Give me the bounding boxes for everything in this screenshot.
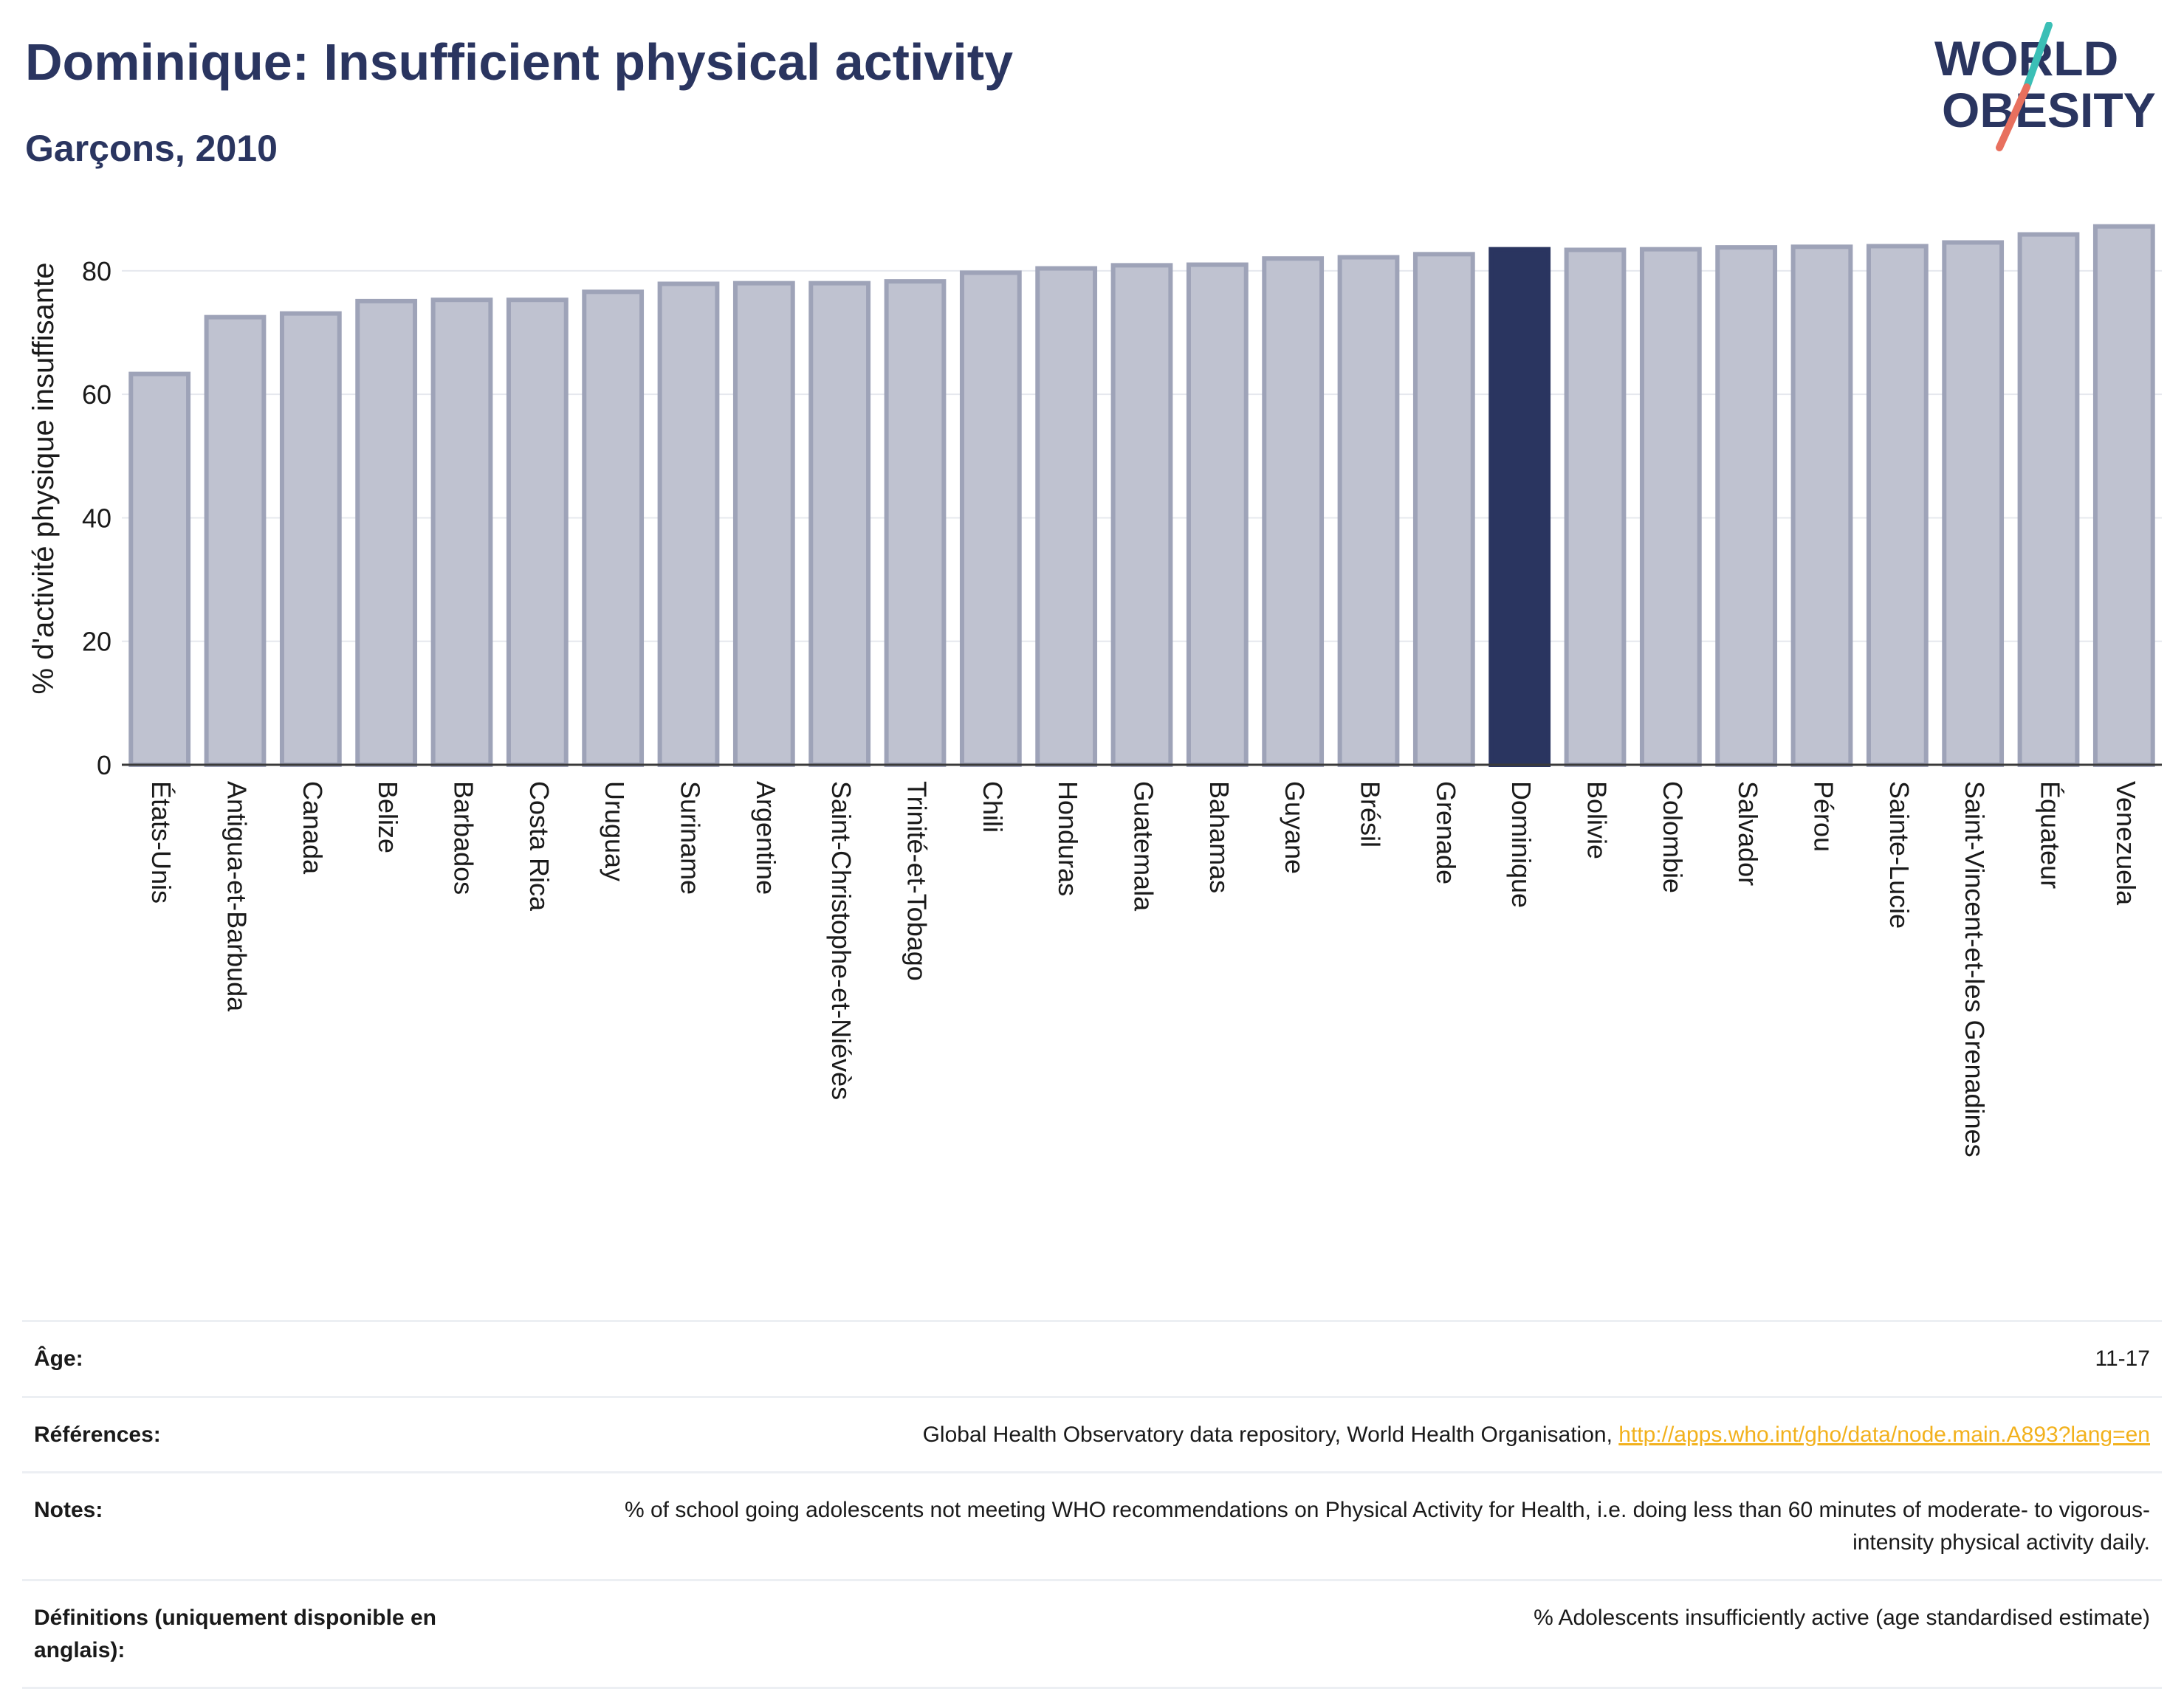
bar (1110, 263, 1173, 767)
x-tick-label: États-Unis (146, 781, 176, 904)
x-tick-label: Honduras (1053, 781, 1083, 896)
metadata-row: Âge: 11-17 (22, 1320, 2162, 1398)
y-tick-label: 60 (82, 379, 111, 410)
x-tick-label: Chili (978, 781, 1008, 833)
bar (1564, 247, 1627, 767)
page-subtitle: Garçons, 2010 (25, 128, 278, 169)
bar (1639, 247, 1702, 767)
metadata-row: Références: Global Health Observatory dat… (22, 1395, 2162, 1473)
bar (1790, 244, 1853, 768)
bar (582, 289, 645, 767)
x-tick-label: Canada (298, 781, 328, 875)
y-axis-label: % d'activité physique insuffisante (27, 262, 60, 694)
bar (1866, 244, 1929, 768)
logo-slash-top (2023, 22, 2053, 91)
y-tick-labels: 0 20 40 60 80 (82, 256, 111, 780)
bar-chart: 0 20 40 60 80 États-Unis Antigua-et-Barbuda Ca… (27, 224, 2162, 1157)
metadata-label: Notes: (22, 1471, 533, 1581)
y-tick-label: 80 (82, 256, 111, 286)
y-tick-label: 40 (82, 503, 111, 533)
logo-text-obesity: OBESITY (1942, 83, 2156, 137)
metadata-label: Références: (22, 1395, 533, 1473)
x-tick-labels: États-Unis Antigua-et-Barbuda Canada Belize… (146, 781, 2141, 1157)
metadata-row: Définitions (uniquement disponible en an… (22, 1579, 2162, 1689)
metadata-value: Global Health Observatory data repositor… (533, 1395, 2162, 1473)
x-tick-label: Dominique (1506, 781, 1536, 908)
bar (279, 311, 342, 768)
metadata-table: Âge: 11-17 Références: Global Health Observ… (22, 1320, 2162, 1689)
logo-slash-bottom (1996, 83, 2030, 151)
x-tick-label: Suriname (676, 781, 706, 895)
bar (506, 297, 569, 767)
metadata-value: 11-17 (533, 1320, 2162, 1398)
x-tick-label: Équateur (2036, 781, 2066, 889)
metadata-label: Âge: (22, 1320, 533, 1398)
bar (1186, 262, 1249, 767)
x-tick-label: Guyane (1280, 781, 1310, 874)
x-tick-label: Saint-Christophe-et-Niévès (826, 781, 856, 1100)
reference-link[interactable]: http://apps.who.int/gho/data/node.main.A… (1618, 1422, 2150, 1447)
bar (2017, 232, 2080, 767)
x-tick-label: Trinité-et-Tobago (902, 781, 933, 981)
bar (355, 298, 418, 767)
bar (808, 281, 871, 767)
bar (1412, 252, 1475, 767)
x-tick-label: Bolivie (1582, 781, 1613, 859)
bar (1715, 245, 1778, 767)
bar (1262, 256, 1325, 767)
bar (732, 281, 795, 767)
bar (1942, 240, 2005, 768)
x-tick-label: Grenade (1431, 781, 1461, 884)
page-title: Dominique: Insufficient physical activit… (25, 33, 1014, 91)
metadata-row: Notes:% of school going adolescents not … (22, 1471, 2162, 1581)
logo-text-world: WORLD (1934, 31, 2118, 86)
bar (1035, 266, 1098, 767)
bar (128, 371, 191, 767)
x-tick-label: Pérou (1809, 781, 1839, 852)
x-tick-label: Sainte-Lucie (1884, 781, 1915, 929)
bar (2092, 224, 2155, 767)
bar (204, 314, 267, 767)
x-tick-label: Belize (373, 781, 403, 853)
x-tick-label: Salvador (1733, 781, 1763, 886)
x-tick-label: Argentine (751, 781, 781, 895)
x-tick-label: Brésil (1356, 781, 1386, 847)
x-tick-label: Bahamas (1204, 781, 1234, 893)
y-tick-label: 20 (82, 627, 111, 657)
bar (430, 297, 493, 767)
y-tick-label: 0 (97, 750, 111, 780)
x-tick-label: Uruguay (600, 781, 630, 881)
x-tick-label: Barbados (449, 781, 479, 895)
bar (959, 270, 1022, 768)
bar (657, 281, 720, 767)
x-tick-label: Costa Rica (524, 781, 554, 912)
world-obesity-logo: WORLD OBESITY (1934, 22, 2156, 151)
x-tick-label: Colombie (1658, 781, 1688, 893)
metadata-value: % Adolescents insufficiently active (age… (533, 1579, 2162, 1689)
bars (128, 224, 2155, 768)
metadata-value: % of school going adolescents not meetin… (533, 1471, 2162, 1581)
x-tick-label: Antigua-et-Barbuda (222, 781, 253, 1012)
x-tick-label: Saint-Vincent-et-les Grenadines (1960, 781, 1990, 1157)
bar-highlight (1488, 247, 1551, 767)
bar (884, 279, 947, 767)
metadata-label: Définitions (uniquement disponible en an… (22, 1579, 533, 1689)
bar (1337, 255, 1400, 767)
x-tick-label: Venezuela (2111, 781, 2141, 906)
x-tick-label: Guatemala (1129, 781, 1159, 912)
